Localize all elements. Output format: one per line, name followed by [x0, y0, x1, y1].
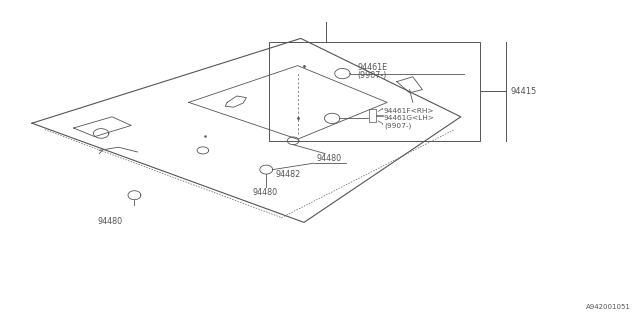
Text: 94415: 94415 [511, 87, 537, 96]
Text: 94461G<LH>: 94461G<LH> [384, 116, 435, 121]
Text: 94480: 94480 [97, 217, 122, 226]
Text: (9907-): (9907-) [357, 71, 387, 80]
Bar [269, 42, 480, 141]
Text: 94461F<RH>: 94461F<RH> [384, 108, 435, 114]
Text: 94480: 94480 [317, 154, 342, 163]
Text: (9907-): (9907-) [384, 122, 412, 129]
Text: 94482: 94482 [275, 170, 300, 179]
Text: 94461E: 94461E [357, 63, 387, 72]
Text: A942001051: A942001051 [586, 304, 630, 310]
Text: 94480: 94480 [253, 188, 278, 197]
